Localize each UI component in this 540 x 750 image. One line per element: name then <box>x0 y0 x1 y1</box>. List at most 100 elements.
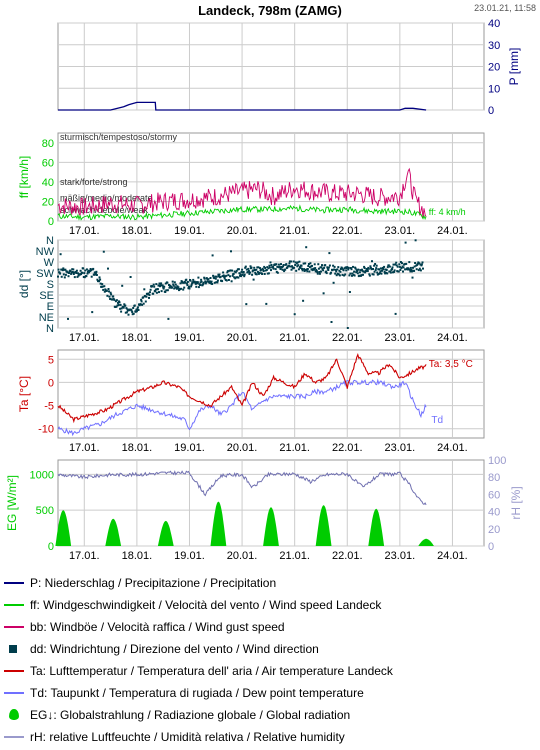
direction-point <box>197 286 200 289</box>
direction-point <box>238 272 241 275</box>
direction-point <box>392 263 395 266</box>
direction-point <box>399 261 402 263</box>
direction-point <box>283 270 286 273</box>
direction-point <box>416 262 419 265</box>
direction-point <box>145 295 148 298</box>
direction-point <box>62 267 65 270</box>
direction-point <box>245 303 248 306</box>
direction-point <box>303 268 306 271</box>
x-tick-label: 17.01. <box>69 442 100 454</box>
direction-point <box>177 286 180 289</box>
direction-point <box>284 268 287 271</box>
direction-point <box>275 263 278 266</box>
direction-point <box>373 270 376 273</box>
direction-point <box>410 269 413 271</box>
direction-point <box>185 278 188 281</box>
humidity-series-line <box>57 470 427 506</box>
direction-point <box>281 268 284 271</box>
y-tick-label-radiation: 1000 <box>30 469 54 481</box>
direction-point <box>166 289 169 292</box>
y-tick-label-direction: NE <box>39 312 54 324</box>
x-tick-label: 17.01. <box>69 332 100 344</box>
direction-point <box>132 307 135 309</box>
y-axis-label-direction: dd [°] <box>17 270 31 298</box>
direction-point <box>335 274 338 277</box>
direction-point <box>411 276 414 279</box>
x-tick-label: 18.01. <box>122 550 153 562</box>
direction-point <box>321 264 323 267</box>
direction-point <box>76 275 79 278</box>
direction-point <box>418 262 421 265</box>
direction-point <box>386 266 389 269</box>
y-axis-label-humidity: rH [%] <box>509 486 523 519</box>
direction-point <box>342 269 345 272</box>
direction-point <box>359 269 362 272</box>
direction-point <box>90 269 93 272</box>
direction-point <box>231 274 234 277</box>
direction-point <box>317 267 320 270</box>
direction-point <box>358 271 361 274</box>
direction-point <box>103 285 106 288</box>
direction-point <box>398 265 401 268</box>
direction-point <box>213 281 216 284</box>
direction-point <box>108 295 111 298</box>
direction-point <box>333 265 336 268</box>
direction-point <box>259 267 261 270</box>
direction-point <box>63 276 66 279</box>
direction-point <box>80 273 83 276</box>
direction-point <box>98 280 100 283</box>
direction-point <box>156 288 159 291</box>
legend-marker <box>4 626 24 628</box>
direction-point <box>242 271 245 273</box>
direction-point <box>267 267 270 270</box>
direction-point <box>87 269 90 272</box>
legend-swatch <box>4 665 24 677</box>
direction-point <box>101 285 104 288</box>
radiation-area <box>368 508 385 546</box>
direction-point <box>343 267 346 270</box>
direction-point <box>268 266 271 269</box>
direction-point <box>371 260 373 263</box>
direction-point <box>312 267 315 270</box>
direction-point <box>262 270 265 272</box>
y-tick-label-temperature: -10 <box>38 424 54 436</box>
direction-point <box>332 281 335 284</box>
y-axis-label-temperature: Ta [°C] <box>17 376 31 412</box>
direction-point <box>276 265 279 268</box>
direction-point <box>272 265 275 268</box>
direction-point <box>344 273 347 276</box>
direction-point <box>395 264 398 267</box>
direction-point <box>291 265 293 268</box>
direction-point <box>226 271 229 274</box>
direction-point <box>353 274 356 277</box>
direction-point <box>256 266 259 269</box>
direction-point <box>164 282 167 285</box>
direction-point <box>264 267 267 269</box>
direction-point <box>222 274 225 277</box>
radiation-area <box>210 501 227 546</box>
direction-point <box>210 282 212 285</box>
legend-item: dd: Windrichtung / Direzione del vento /… <box>4 638 536 660</box>
direction-point <box>343 274 346 277</box>
dewpoint-end-label: Td <box>431 415 443 426</box>
direction-point <box>314 270 317 273</box>
direction-point <box>199 284 201 286</box>
direction-point <box>338 274 341 277</box>
y-tick-label-direction: N <box>46 323 54 335</box>
direction-point <box>397 270 400 273</box>
wind-series-line <box>57 204 427 221</box>
direction-point <box>152 283 155 286</box>
direction-point <box>148 294 151 296</box>
direction-point <box>296 265 299 268</box>
direction-point <box>179 282 182 285</box>
direction-point <box>241 273 244 276</box>
direction-point <box>285 263 288 266</box>
direction-point <box>71 271 74 273</box>
direction-point <box>90 275 93 278</box>
direction-point <box>106 294 109 297</box>
direction-point <box>240 275 242 278</box>
direction-point <box>374 263 377 265</box>
direction-point <box>421 261 424 264</box>
y-tick-label-direction: S <box>47 279 54 291</box>
direction-point <box>396 265 399 268</box>
